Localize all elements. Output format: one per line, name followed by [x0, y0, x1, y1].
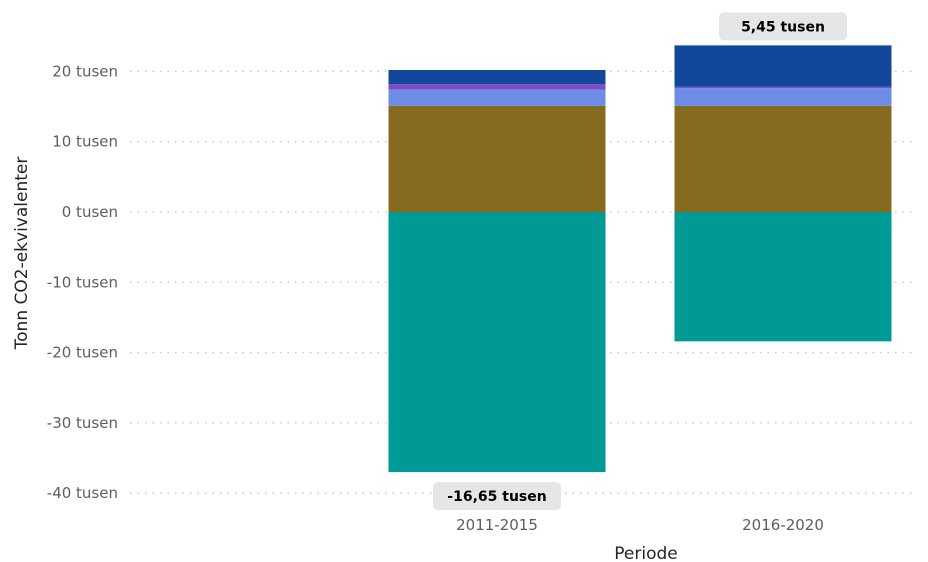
total-label-box: [433, 482, 561, 511]
total-label: 5,45 tusen: [741, 19, 825, 35]
x-tick-label: 2016-2020: [742, 516, 824, 534]
x-tick-label: 2011-2015: [456, 516, 538, 534]
total-labels: -16,65 tusen 5,45 tusen: [433, 12, 847, 511]
bar-segment-2016-2020-3[interactable]: [674, 86, 892, 89]
y-tick-label: -40 tusen: [47, 484, 118, 502]
bar-segment-2011-2015-1[interactable]: [388, 105, 606, 212]
x-axis-title: Periode: [614, 544, 677, 562]
y-tick-label: 10 tusen: [52, 133, 118, 151]
y-tick-label: -10 tusen: [47, 273, 118, 291]
bar-segment-2016-2020-4[interactable]: [674, 45, 892, 87]
y-axis-title: Tonn CO2-ekvivalenter: [12, 157, 32, 351]
bar-segment-2011-2015-2[interactable]: [388, 89, 606, 106]
bar-segment-2011-2015-3[interactable]: [388, 84, 606, 90]
y-tick-label: -30 tusen: [47, 414, 118, 432]
y-tick-label: 0 tusen: [62, 203, 118, 221]
total-label: -16,65 tusen: [447, 489, 546, 505]
y-tick-label: -20 tusen: [47, 344, 118, 362]
bar-segment-2016-2020-2[interactable]: [674, 88, 892, 106]
bar-segment-2011-2015-0[interactable]: [388, 212, 606, 473]
bar-segment-2016-2020-1[interactable]: [674, 105, 892, 212]
y-tick-label: 20 tusen: [52, 62, 118, 80]
x-axis-ticks: 2011-2015 2016-2020: [456, 516, 824, 534]
bar-segment-2016-2020-0[interactable]: [674, 212, 892, 342]
total-label-box: [719, 12, 847, 41]
bars[interactable]: [388, 45, 892, 473]
bar-segment-2011-2015-4[interactable]: [388, 69, 606, 85]
y-axis-ticks: 20 tusen 10 tusen 0 tusen -10 tusen -20 tuse…: [47, 62, 118, 502]
